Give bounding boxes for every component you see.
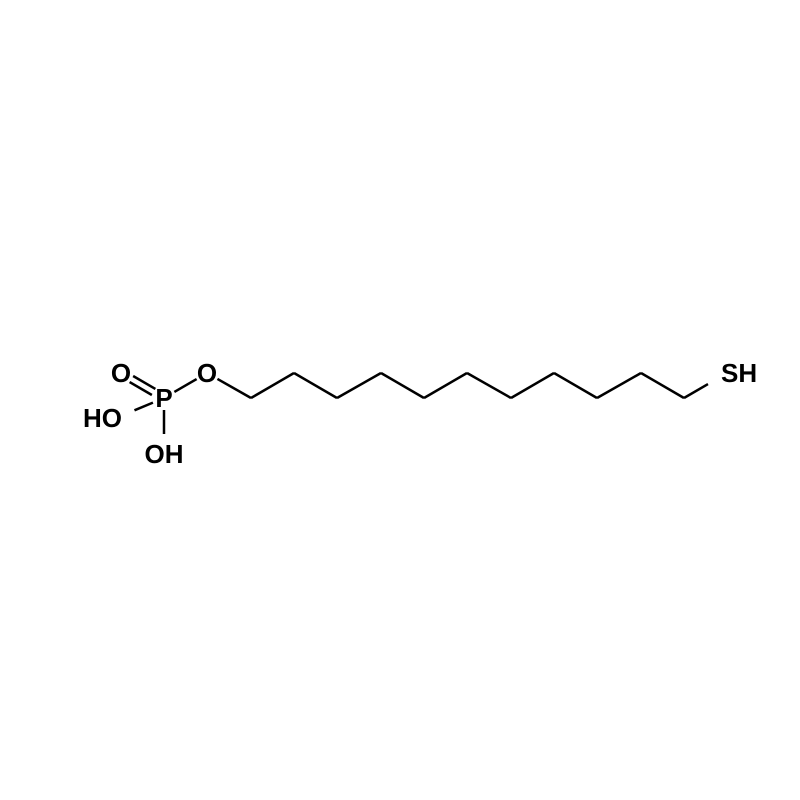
atom-P: P xyxy=(155,383,172,413)
molecule-diagram: SH OPO OH HO xyxy=(0,0,800,800)
atom-OH1: OH xyxy=(145,439,184,469)
atom-O_db: O xyxy=(111,358,131,388)
atom-OH2: HO xyxy=(83,403,122,433)
atom-SH: SH xyxy=(721,358,757,388)
atom-labels: SH OPO OH HO xyxy=(83,358,757,469)
atom-O_est: O xyxy=(197,358,217,388)
